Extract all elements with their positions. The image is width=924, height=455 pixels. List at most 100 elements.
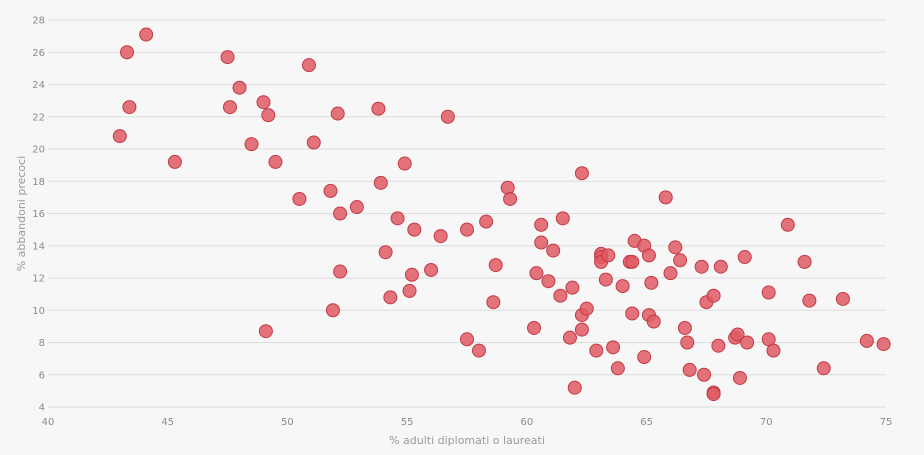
data-point[interactable] [601, 248, 616, 263]
data-point[interactable] [646, 314, 661, 329]
data-point[interactable] [268, 154, 283, 169]
data-point[interactable] [766, 343, 781, 358]
data-point[interactable] [323, 183, 338, 198]
data-point[interactable] [574, 322, 589, 337]
data-point[interactable] [402, 283, 417, 298]
data-point[interactable] [579, 301, 594, 316]
data-point[interactable] [598, 272, 613, 287]
data-point[interactable] [433, 229, 448, 244]
data-point[interactable] [220, 50, 235, 65]
data-point[interactable] [673, 253, 688, 268]
data-point[interactable] [256, 95, 271, 110]
y-tick-label: 28 [32, 16, 45, 27]
data-point[interactable] [641, 248, 656, 263]
data-point[interactable] [625, 254, 640, 269]
data-point[interactable] [859, 333, 874, 348]
data-point[interactable] [706, 387, 721, 402]
data-point[interactable] [658, 190, 673, 205]
data-point[interactable] [565, 280, 580, 295]
data-point[interactable] [637, 350, 652, 365]
data-point[interactable] [761, 285, 776, 300]
data-point[interactable] [663, 266, 678, 281]
data-point[interactable] [460, 332, 474, 347]
data-point[interactable] [737, 250, 752, 265]
data-point[interactable] [424, 262, 439, 277]
data-point[interactable] [383, 290, 398, 305]
data-point[interactable] [139, 27, 154, 42]
data-point[interactable] [222, 100, 237, 115]
data-point[interactable] [677, 320, 692, 335]
data-point[interactable] [835, 291, 850, 306]
data-point[interactable] [567, 380, 582, 395]
data-point[interactable] [527, 320, 542, 335]
data-point[interactable] [258, 324, 273, 339]
data-point[interactable] [301, 58, 316, 73]
data-point[interactable] [606, 340, 621, 355]
data-point[interactable] [112, 129, 127, 144]
data-point[interactable] [589, 343, 604, 358]
data-point[interactable] [713, 259, 728, 274]
data-point[interactable] [534, 235, 549, 250]
data-point[interactable] [407, 222, 422, 237]
data-point[interactable] [574, 166, 589, 181]
data-point[interactable] [232, 80, 247, 95]
data-point[interactable] [797, 254, 812, 269]
data-point[interactable] [261, 108, 276, 123]
data-point[interactable] [694, 259, 709, 274]
data-point[interactable] [534, 217, 549, 232]
data-point[interactable] [292, 191, 307, 206]
data-point[interactable] [730, 327, 745, 342]
data-point[interactable] [541, 274, 556, 289]
data-point[interactable] [471, 343, 486, 358]
data-point[interactable] [816, 361, 831, 376]
data-point[interactable] [562, 330, 577, 345]
data-point[interactable] [711, 338, 726, 353]
data-point[interactable] [404, 267, 419, 282]
data-point[interactable] [349, 200, 364, 215]
data-point[interactable] [555, 211, 570, 226]
data-point[interactable] [680, 335, 695, 350]
data-point[interactable] [529, 266, 544, 281]
data-point[interactable] [397, 156, 412, 171]
data-point[interactable] [167, 154, 182, 169]
data-point[interactable] [371, 101, 386, 116]
data-point[interactable] [306, 135, 321, 150]
data-point[interactable] [615, 279, 630, 294]
data-point[interactable] [486, 295, 501, 310]
data-point[interactable] [644, 275, 659, 290]
data-point[interactable] [697, 367, 712, 382]
data-point[interactable] [120, 45, 135, 60]
data-point[interactable] [780, 217, 795, 232]
data-points [112, 27, 891, 402]
data-point[interactable] [378, 245, 393, 260]
data-point[interactable] [740, 335, 755, 350]
data-point[interactable] [122, 100, 137, 115]
data-point[interactable] [330, 106, 345, 121]
data-point[interactable] [668, 240, 683, 255]
data-point[interactable] [488, 258, 503, 273]
data-point[interactable] [390, 211, 405, 226]
data-point[interactable] [553, 288, 568, 303]
data-point[interactable] [610, 361, 625, 376]
data-point[interactable] [460, 222, 474, 237]
data-point[interactable] [625, 306, 640, 321]
data-point[interactable] [802, 293, 817, 308]
y-tick-label: 14 [32, 241, 45, 252]
data-point[interactable] [500, 180, 515, 195]
data-point[interactable] [503, 191, 518, 206]
data-point[interactable] [440, 109, 455, 124]
data-point[interactable] [333, 264, 348, 279]
data-point[interactable] [876, 337, 891, 352]
data-point[interactable] [546, 243, 561, 258]
data-point[interactable] [325, 303, 340, 318]
data-point[interactable] [244, 137, 259, 152]
data-point[interactable] [373, 175, 388, 190]
data-point[interactable] [706, 288, 721, 303]
y-tick-label: 4 [39, 403, 45, 414]
data-point[interactable] [682, 362, 697, 377]
data-point[interactable] [333, 206, 348, 221]
data-point[interactable] [479, 214, 494, 229]
data-point[interactable] [732, 370, 747, 385]
x-tick-label: 60 [520, 417, 533, 428]
y-tick-label: 24 [32, 80, 45, 91]
